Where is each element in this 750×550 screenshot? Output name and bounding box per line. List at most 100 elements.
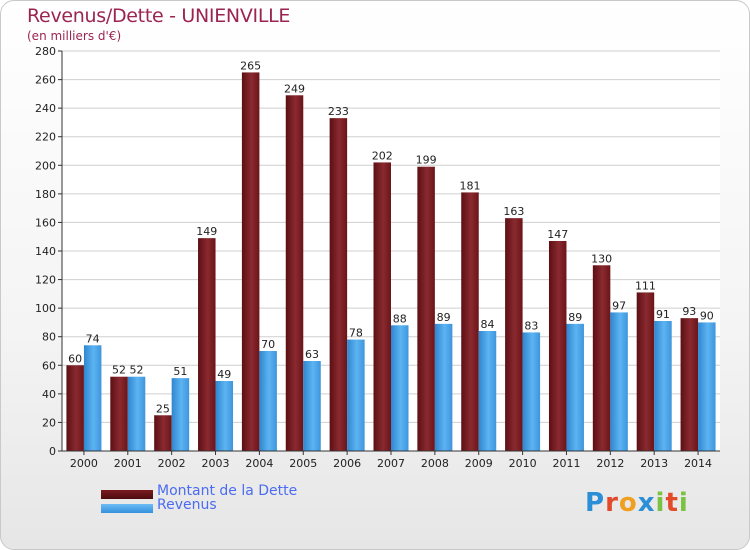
y-tick-label: 180: [35, 188, 56, 201]
bar-dette: [66, 365, 84, 451]
bar-dette: [417, 166, 435, 451]
data-label: 63: [305, 348, 319, 361]
bar-dette: [198, 238, 216, 451]
x-tick-label: 2002: [158, 457, 186, 470]
data-label: 52: [130, 364, 144, 377]
data-label: 147: [547, 228, 568, 241]
x-tick-label: 2011: [552, 457, 580, 470]
bar-dette: [110, 376, 128, 451]
logo-letter: i: [678, 488, 689, 518]
logo-letter: t: [665, 488, 679, 518]
logo-letter: x: [637, 488, 656, 518]
data-label: 89: [568, 311, 582, 324]
y-tick-label: 220: [35, 131, 56, 144]
x-tick-label: 2009: [465, 457, 493, 470]
data-label: 60: [68, 352, 82, 365]
data-label: 89: [437, 311, 451, 324]
x-tick-label: 2013: [640, 457, 668, 470]
data-label: 25: [156, 402, 170, 415]
bar-dette: [592, 265, 611, 451]
bar-dette: [461, 192, 479, 451]
bar-revenus: [391, 325, 409, 451]
x-tick-label: 2006: [333, 457, 361, 470]
bar-revenus: [610, 312, 628, 451]
data-label: 52: [112, 364, 126, 377]
y-tick-label: 240: [35, 102, 56, 115]
data-label: 265: [240, 59, 261, 72]
bar-revenus: [303, 361, 321, 451]
data-label: 51: [173, 365, 187, 378]
logo-letter: P: [585, 488, 606, 518]
bar-dette: [329, 118, 348, 452]
y-tick-label: 200: [35, 159, 56, 172]
legend-label-debt: Montant de la Dette: [157, 483, 298, 499]
proxiti-logo: Proxiti: [585, 488, 689, 518]
bar-revenus: [259, 351, 277, 451]
data-label: 78: [349, 327, 363, 340]
data-label: 163: [503, 205, 524, 218]
data-label: 97: [612, 299, 626, 312]
chart-subtitle: (en milliers d'€): [27, 29, 122, 43]
chart-title: Revenus/Dette - UNIENVILLE: [27, 5, 291, 27]
bar-revenus: [434, 323, 453, 451]
data-label: 83: [524, 319, 538, 332]
bar-dette: [636, 292, 655, 451]
legend-swatch-revenus: [101, 504, 153, 513]
y-tick-label: 260: [35, 74, 56, 87]
y-tick-label: 280: [35, 45, 56, 58]
legend-label-revenus: Revenus: [157, 497, 217, 513]
bar-revenus: [127, 376, 146, 451]
data-label: 84: [480, 318, 494, 331]
y-tick-label: 100: [35, 302, 56, 315]
data-label: 233: [328, 105, 349, 118]
x-tick-label: 2000: [70, 457, 98, 470]
bar-revenus: [83, 345, 102, 451]
bar-revenus: [215, 381, 234, 451]
x-tick-label: 2005: [289, 457, 317, 470]
bar-dette: [154, 415, 172, 451]
y-tick-label: 140: [35, 245, 56, 258]
data-label: 249: [284, 82, 305, 95]
bar-dette: [285, 95, 304, 452]
y-tick-label: 60: [42, 359, 56, 372]
data-label: 199: [416, 154, 437, 167]
bar-dette: [241, 72, 260, 451]
data-label: 130: [591, 252, 612, 265]
data-label: 88: [393, 312, 407, 325]
x-tick-label: 2010: [509, 457, 537, 470]
x-tick-label: 2014: [684, 457, 712, 470]
bar-revenus: [566, 323, 584, 451]
logo-letter: r: [605, 488, 619, 518]
bar-revenus: [347, 339, 365, 451]
legend-swatch-debt: [101, 490, 153, 499]
y-tick-label: 120: [35, 274, 56, 287]
logo-letter: o: [618, 488, 638, 518]
x-tick-label: 2012: [596, 457, 624, 470]
y-tick-label: 40: [42, 388, 56, 401]
bar-dette: [505, 218, 523, 451]
data-label: 90: [700, 309, 714, 322]
data-label: 181: [459, 179, 480, 192]
x-tick-label: 2007: [377, 457, 405, 470]
data-label: 149: [196, 225, 217, 238]
data-label: 49: [217, 368, 231, 381]
y-tick-label: 20: [42, 416, 56, 429]
y-tick-label: 160: [35, 216, 56, 229]
x-tick-label: 2004: [245, 457, 273, 470]
bar-dette: [680, 318, 699, 451]
x-tick-label: 2008: [421, 457, 449, 470]
data-label: 91: [656, 308, 670, 321]
bar-dette: [548, 241, 567, 451]
data-label: 202: [372, 149, 393, 162]
data-label: 70: [261, 338, 275, 351]
data-label: 93: [682, 305, 696, 318]
data-label: 111: [635, 279, 656, 292]
x-tick-label: 2001: [114, 457, 142, 470]
bar-revenus: [171, 378, 190, 451]
logo-letter: i: [655, 488, 666, 518]
bar-revenus: [654, 321, 672, 451]
x-tick-label: 2003: [202, 457, 230, 470]
bar-dette: [373, 162, 391, 451]
